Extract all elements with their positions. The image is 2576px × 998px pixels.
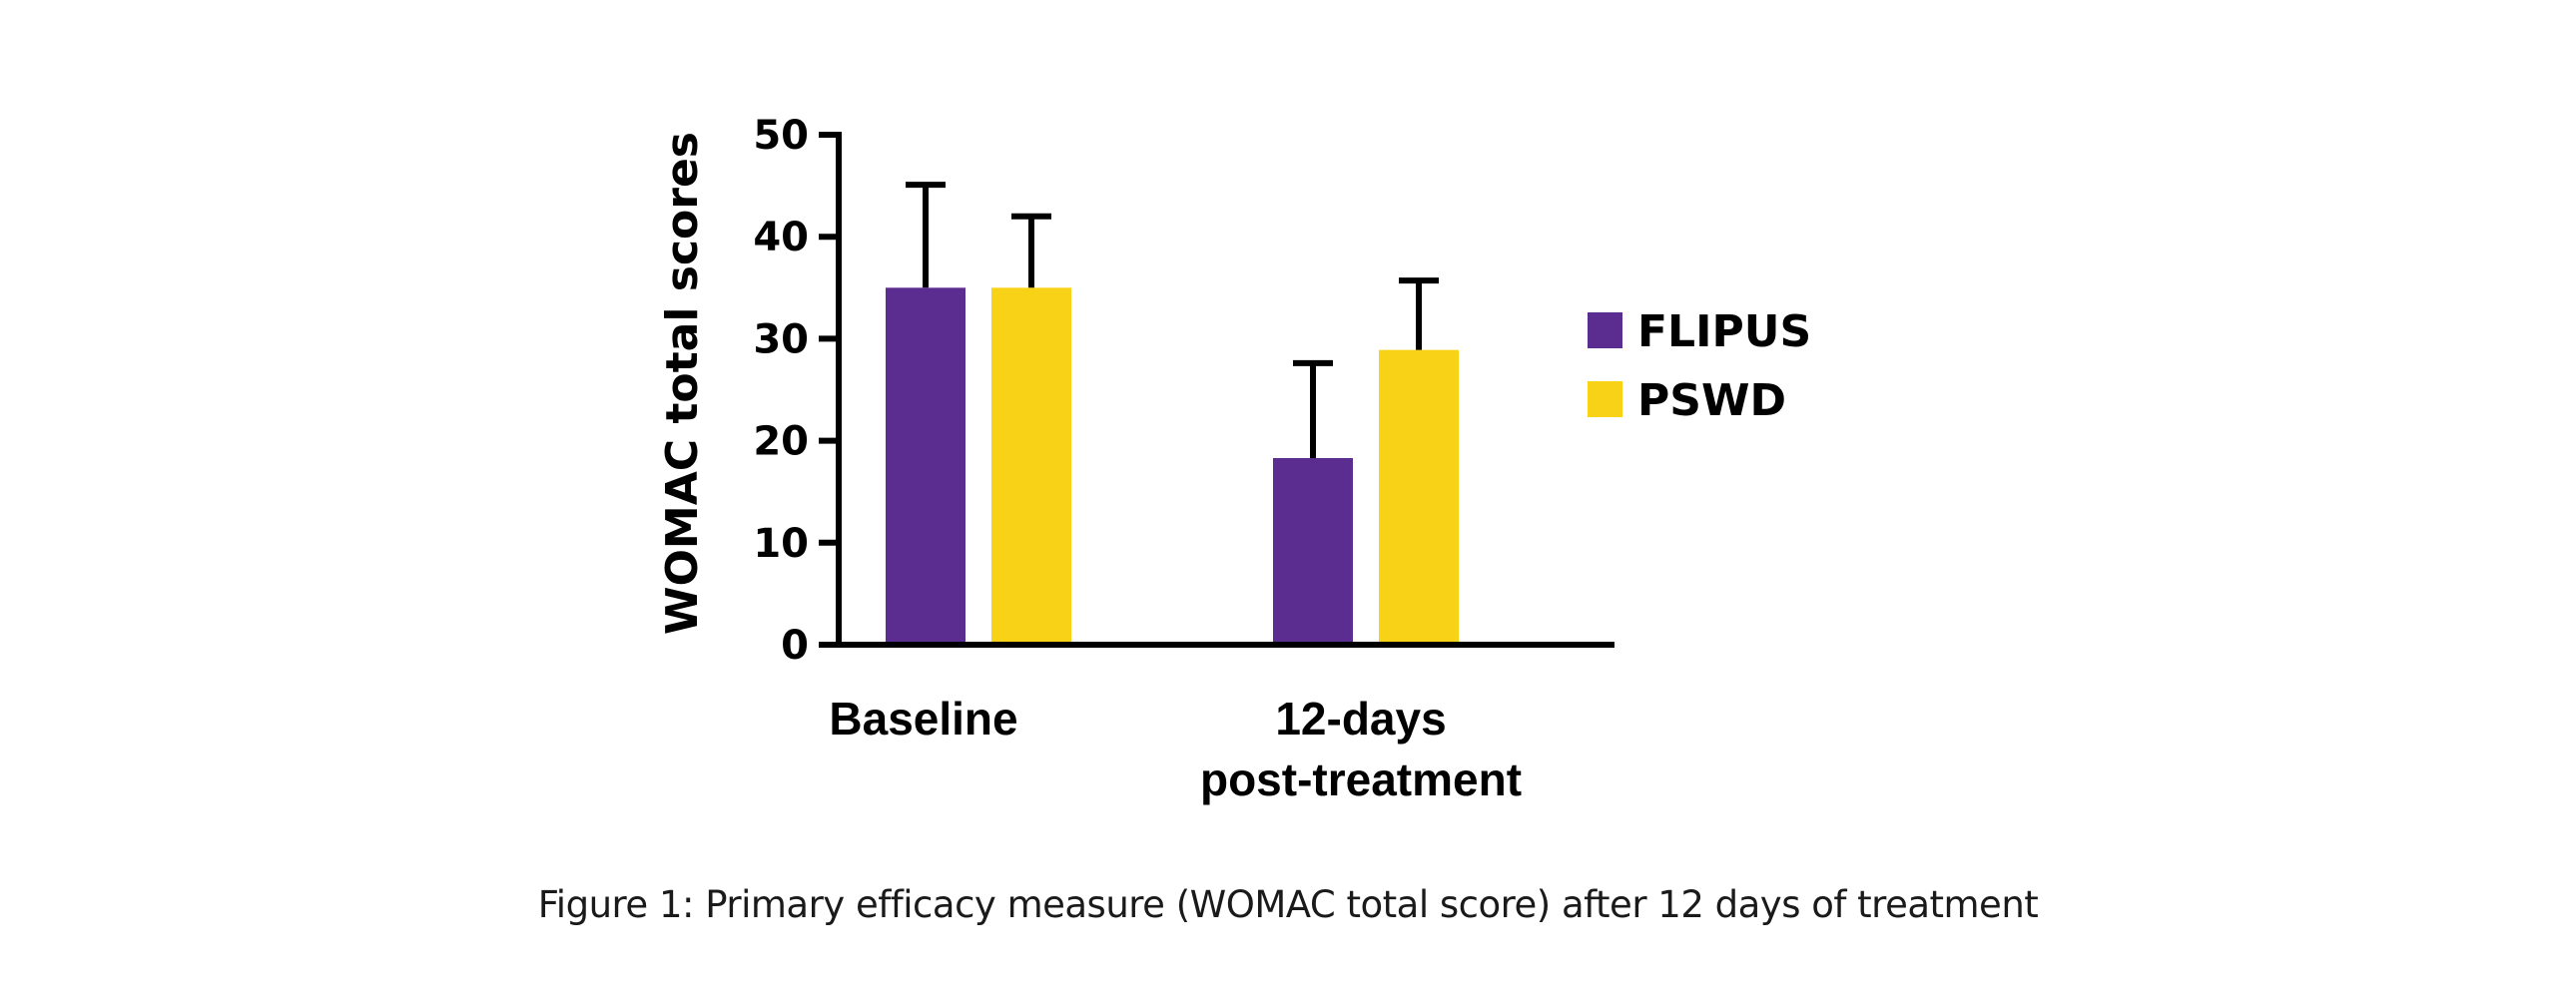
y-axis-title-group: WOMAC total scores bbox=[657, 132, 708, 635]
y-tick-label: 10 bbox=[753, 521, 809, 567]
x-category-label: Baseline bbox=[829, 693, 1017, 745]
x-category-label: post-treatment bbox=[1200, 753, 1522, 805]
y-tick-label: 20 bbox=[753, 419, 809, 465]
bars bbox=[886, 287, 1459, 645]
error-bars bbox=[906, 182, 1439, 458]
figure-caption: Figure 1: Primary efficacy measure (WOMA… bbox=[537, 883, 2039, 926]
axes bbox=[819, 132, 1614, 648]
legend: FLIPUS PSWD bbox=[1588, 306, 1811, 426]
y-axis-title: WOMAC total scores bbox=[657, 132, 708, 635]
x-category-label: 12-days bbox=[1275, 693, 1446, 745]
bar-flipus-0 bbox=[886, 287, 966, 645]
legend-label-pswd: PSWD bbox=[1637, 375, 1786, 426]
bar-pswd-1 bbox=[1379, 349, 1459, 645]
y-axis-ticks: 0 10 20 30 40 50 bbox=[753, 113, 839, 669]
y-tick-label: 30 bbox=[753, 316, 809, 362]
bar-flipus-1 bbox=[1273, 457, 1353, 645]
legend-swatch-pswd bbox=[1588, 381, 1622, 417]
y-tick-label: 40 bbox=[753, 215, 809, 260]
bar-pswd-0 bbox=[991, 287, 1071, 645]
x-axis-category-labels: Baseline 12-days post-treatment bbox=[829, 693, 1522, 805]
legend-swatch-flipus bbox=[1588, 312, 1622, 348]
legend-label-flipus: FLIPUS bbox=[1637, 306, 1811, 357]
y-tick-label: 0 bbox=[781, 623, 809, 669]
y-tick-label: 50 bbox=[753, 113, 809, 159]
